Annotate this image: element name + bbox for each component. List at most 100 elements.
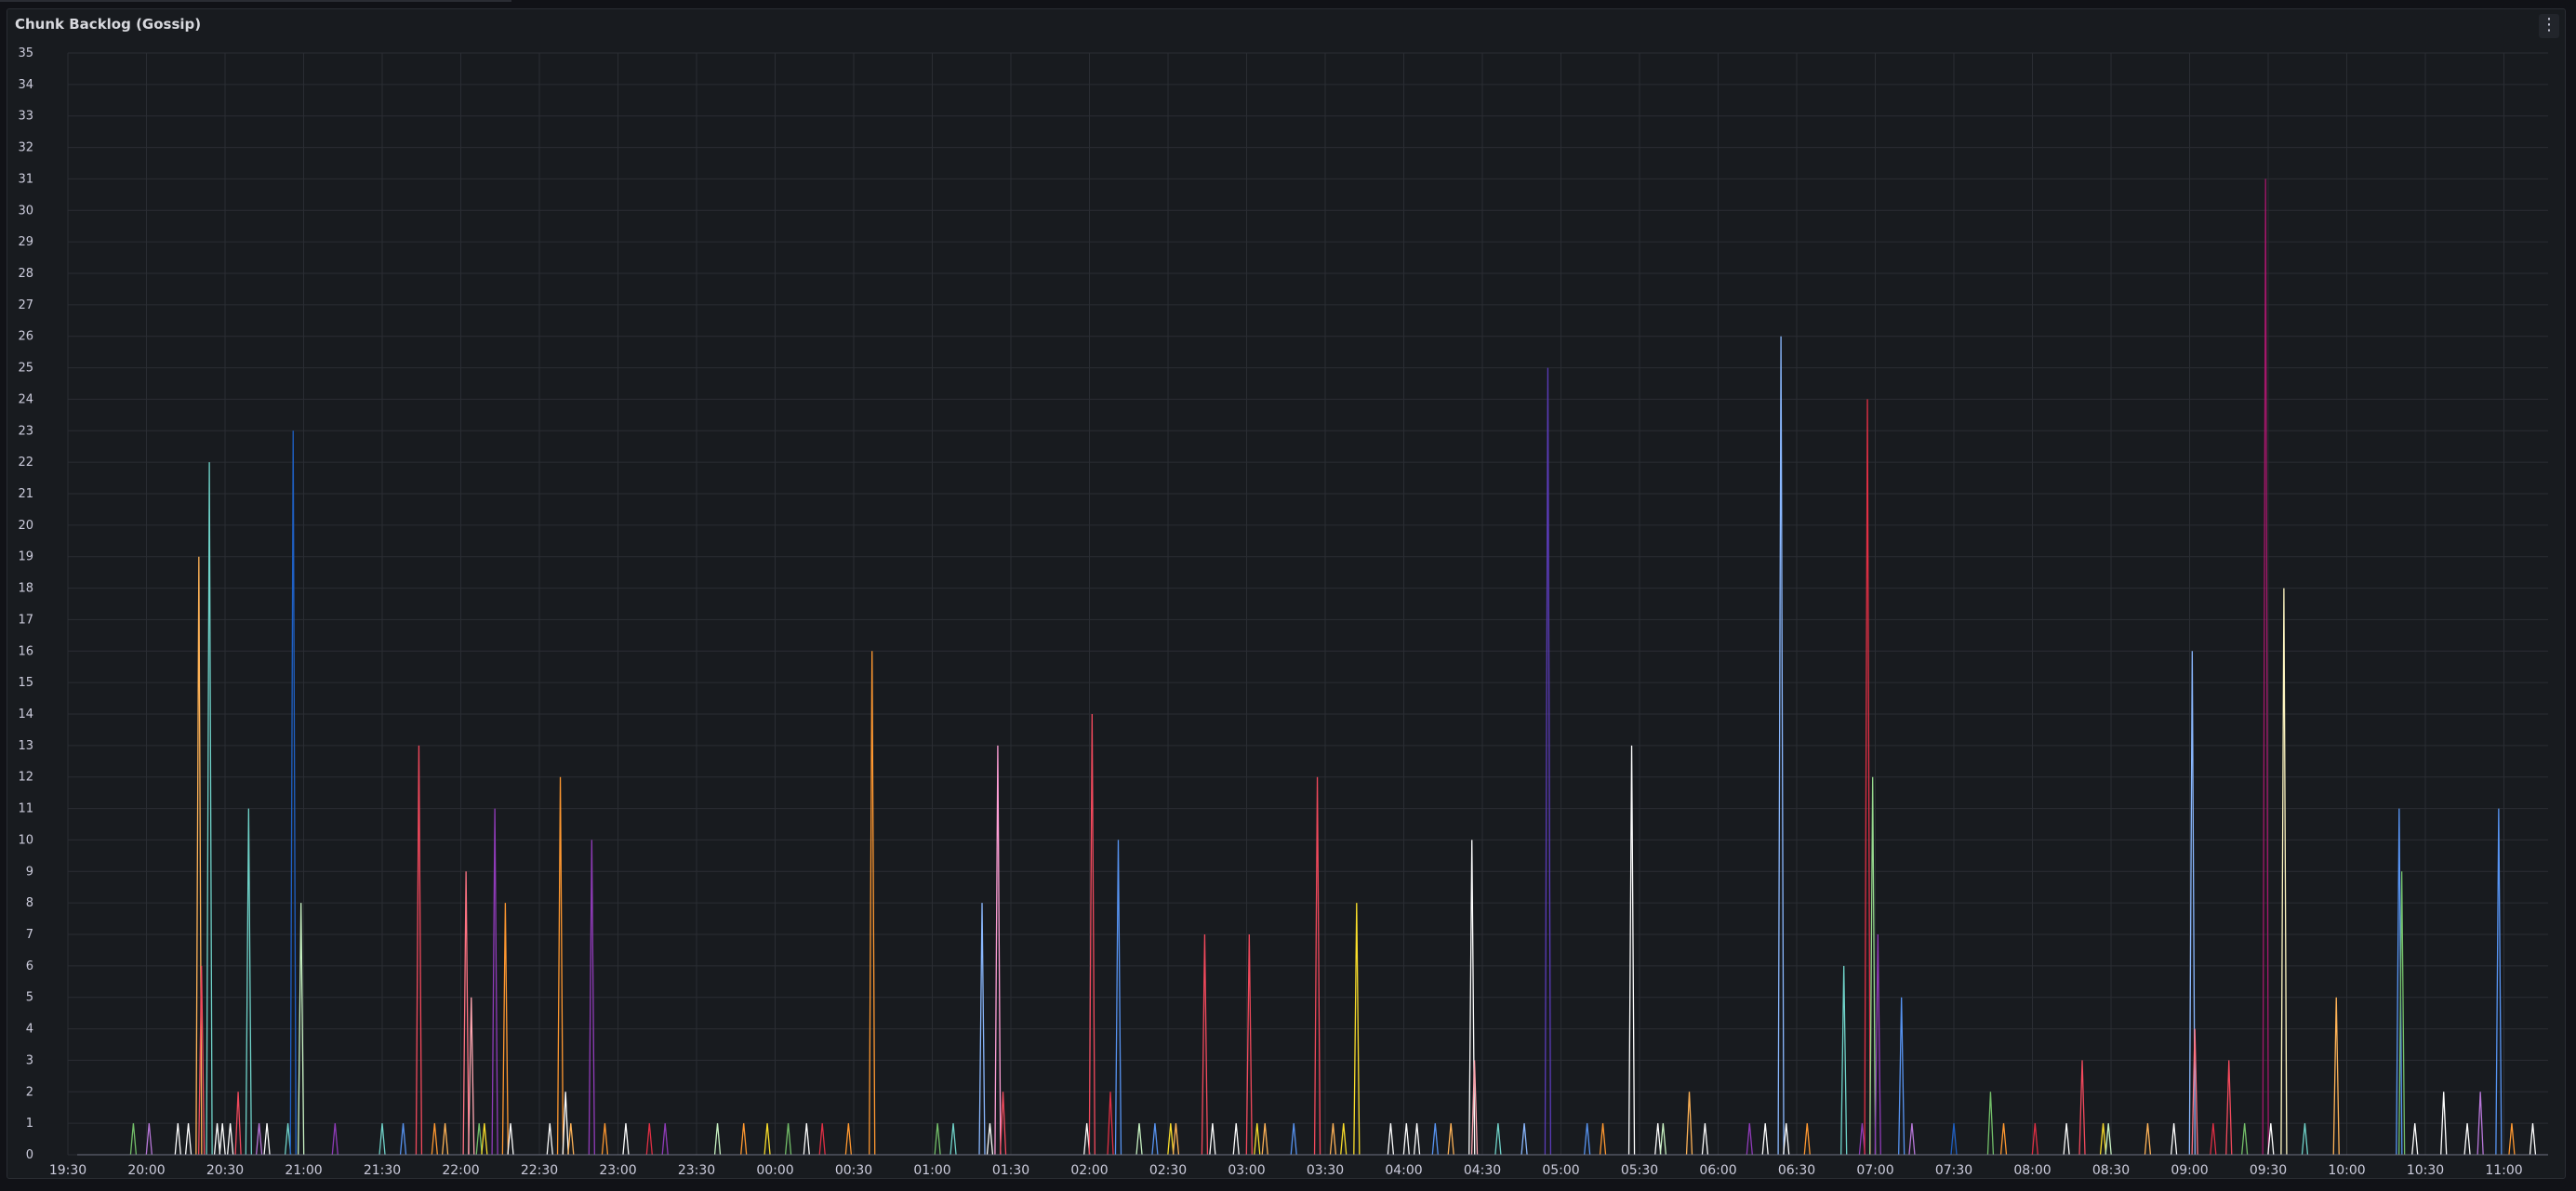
series-spike bbox=[2476, 1092, 2484, 1156]
x-tick-label: 23:00 bbox=[599, 1163, 636, 1178]
x-tick-label: 20:30 bbox=[206, 1163, 244, 1178]
y-tick-label: 8 bbox=[26, 896, 33, 910]
series-spike bbox=[331, 1123, 339, 1156]
y-tick-label: 7 bbox=[26, 928, 33, 942]
x-tick-label: 02:00 bbox=[1070, 1163, 1108, 1178]
y-tick-label: 12 bbox=[18, 771, 33, 785]
series-spike bbox=[1245, 933, 1253, 1156]
x-tick-label: 10:30 bbox=[2407, 1163, 2444, 1178]
series-spike bbox=[622, 1123, 630, 1156]
series-spike bbox=[978, 903, 986, 1156]
x-tick-label: 07:30 bbox=[1935, 1163, 1972, 1178]
series-spike bbox=[1083, 1123, 1091, 1156]
x-tick-label: 20:00 bbox=[127, 1163, 165, 1178]
series-spike bbox=[1999, 1123, 2008, 1156]
x-tick-label: 19:30 bbox=[49, 1163, 86, 1178]
series-spike bbox=[1627, 745, 1636, 1156]
series-spike bbox=[198, 965, 206, 1156]
y-tick-label: 27 bbox=[18, 298, 33, 312]
series-spike bbox=[934, 1123, 941, 1156]
series-spike bbox=[501, 903, 510, 1156]
series-spike bbox=[1864, 399, 1871, 1156]
series-spike bbox=[1654, 1123, 1662, 1156]
series-spike bbox=[2267, 1123, 2275, 1156]
series-spike bbox=[1402, 1123, 1410, 1156]
series-spike bbox=[255, 1123, 263, 1156]
y-axis-labels: 0123456789101112131415161718192021222324… bbox=[18, 46, 33, 1162]
series-spike bbox=[803, 1123, 810, 1156]
series-spike bbox=[219, 1123, 226, 1156]
y-tick-label: 4 bbox=[26, 1023, 33, 1037]
series-spike bbox=[491, 808, 498, 1156]
series-spike bbox=[556, 776, 564, 1156]
series-spike bbox=[1209, 1123, 1216, 1156]
y-tick-label: 14 bbox=[18, 708, 33, 721]
series-spike bbox=[1520, 1123, 1528, 1156]
top-strip bbox=[0, 0, 511, 2]
series-spike bbox=[1494, 1123, 1502, 1156]
grid-lines bbox=[67, 52, 2548, 1156]
x-tick-label: 23:30 bbox=[678, 1163, 715, 1178]
y-tick-label: 20 bbox=[18, 519, 33, 533]
series-spike bbox=[234, 1092, 242, 1156]
series-spike bbox=[1254, 1123, 1261, 1156]
y-tick-label: 21 bbox=[18, 487, 33, 501]
series-spike bbox=[1761, 1123, 1769, 1156]
x-tick-label: 03:30 bbox=[1307, 1163, 1344, 1178]
series-spike bbox=[949, 1123, 957, 1156]
series-spike bbox=[869, 651, 876, 1156]
series-spike bbox=[2280, 588, 2288, 1156]
x-tick-label: 21:00 bbox=[285, 1163, 322, 1178]
series-spike bbox=[1114, 840, 1122, 1156]
series-spike bbox=[1468, 840, 1476, 1156]
more-vertical-icon[interactable]: ⋮ bbox=[2539, 14, 2559, 38]
series-spike bbox=[2495, 808, 2503, 1156]
series-spike bbox=[1232, 1123, 1240, 1156]
series-spike bbox=[1898, 997, 1905, 1156]
y-tick-label: 25 bbox=[18, 362, 33, 376]
series-spike bbox=[415, 745, 423, 1156]
x-tick-label: 22:30 bbox=[521, 1163, 558, 1178]
series-spike bbox=[441, 1123, 449, 1156]
series-spike bbox=[1151, 1123, 1159, 1156]
series-spike bbox=[1777, 336, 1785, 1156]
series-spike bbox=[1950, 1123, 1958, 1156]
series-spike bbox=[245, 808, 252, 1156]
series-spike bbox=[1858, 1123, 1866, 1156]
series-spike bbox=[567, 1123, 575, 1156]
series-spike bbox=[174, 1123, 181, 1156]
series-spike bbox=[2332, 997, 2340, 1156]
series-spike bbox=[2170, 1123, 2178, 1156]
series-spike bbox=[994, 745, 1002, 1156]
x-tick-label: 01:00 bbox=[913, 1163, 950, 1178]
series-spike bbox=[1329, 1123, 1337, 1156]
series-spike bbox=[1447, 1123, 1454, 1156]
x-tick-label: 04:00 bbox=[1385, 1163, 1422, 1178]
series-spike bbox=[1387, 1123, 1395, 1156]
x-tick-label: 09:30 bbox=[2250, 1163, 2287, 1178]
series-spike bbox=[475, 1123, 483, 1156]
series-spike bbox=[2031, 1123, 2038, 1156]
series-spike bbox=[1783, 1123, 1790, 1156]
x-axis-labels: 19:30 20:00 20:30 21:00 21:30 22:00 22:30 23:00… bbox=[49, 1163, 2523, 1178]
series-spike bbox=[601, 1123, 609, 1156]
series-spike bbox=[289, 430, 297, 1156]
y-tick-label: 6 bbox=[26, 959, 33, 973]
series-spike bbox=[462, 871, 470, 1156]
series-spike bbox=[226, 1123, 234, 1156]
x-tick-label: 02:30 bbox=[1149, 1163, 1187, 1178]
series-spike bbox=[184, 1123, 193, 1156]
series-spike bbox=[2396, 808, 2403, 1156]
x-tick-label: 05:00 bbox=[1542, 1163, 1579, 1178]
x-tick-label: 05:30 bbox=[1621, 1163, 1658, 1178]
y-tick-label: 34 bbox=[18, 78, 33, 92]
x-tick-label: 09:00 bbox=[2171, 1163, 2208, 1178]
y-tick-label: 28 bbox=[18, 267, 33, 281]
series-spike bbox=[1685, 1092, 1693, 1156]
y-tick-label: 10 bbox=[18, 833, 33, 847]
series-spike bbox=[1803, 1123, 1811, 1156]
y-tick-label: 5 bbox=[26, 991, 33, 1005]
series-spike bbox=[1261, 1123, 1268, 1156]
series-spike bbox=[129, 1123, 138, 1156]
series-spike bbox=[999, 1092, 1007, 1156]
